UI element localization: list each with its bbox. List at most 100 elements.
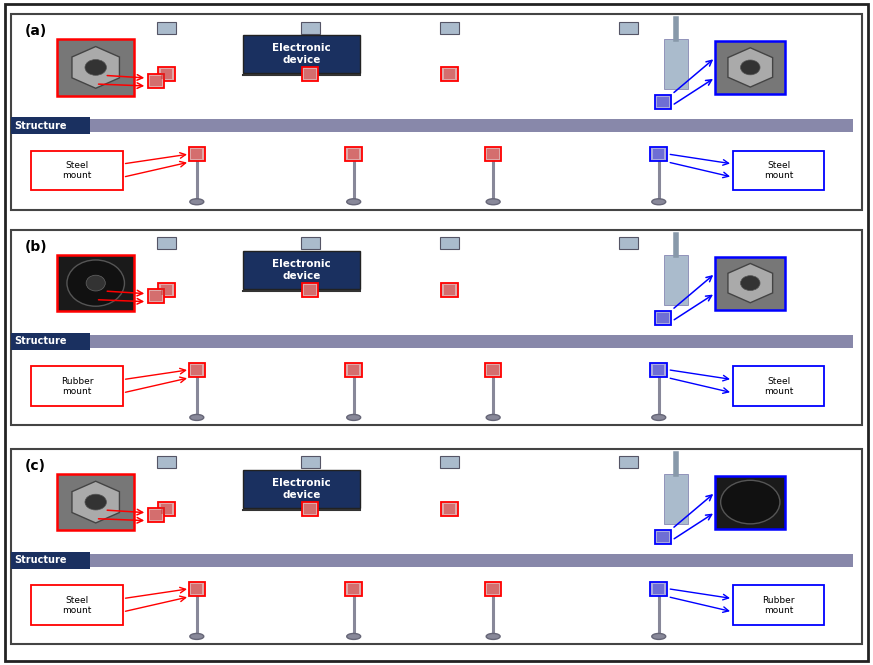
Ellipse shape bbox=[720, 480, 780, 524]
Text: Steel
mount: Steel mount bbox=[62, 161, 92, 180]
Bar bbox=[300, 22, 320, 33]
Ellipse shape bbox=[85, 60, 107, 75]
Text: (b): (b) bbox=[25, 239, 48, 253]
Bar bbox=[11, 14, 862, 209]
Bar bbox=[441, 67, 457, 81]
Bar bbox=[161, 504, 172, 513]
Bar bbox=[191, 584, 203, 594]
Bar bbox=[715, 257, 785, 310]
Text: Electronic
device: Electronic device bbox=[272, 43, 331, 65]
Bar bbox=[157, 237, 175, 249]
Bar bbox=[440, 22, 459, 33]
Text: Rubber
mount: Rubber mount bbox=[61, 376, 93, 396]
Text: Structure: Structure bbox=[15, 336, 67, 346]
Bar bbox=[150, 76, 162, 86]
Bar bbox=[441, 283, 457, 297]
Bar bbox=[657, 97, 669, 107]
Ellipse shape bbox=[740, 276, 760, 291]
Bar bbox=[485, 362, 501, 376]
Bar bbox=[90, 553, 853, 567]
Ellipse shape bbox=[652, 199, 666, 205]
Ellipse shape bbox=[740, 60, 760, 75]
Bar bbox=[664, 255, 689, 305]
Bar bbox=[348, 364, 360, 374]
Bar bbox=[148, 74, 164, 88]
Bar bbox=[161, 69, 172, 79]
Bar bbox=[346, 147, 362, 161]
Text: Steel
mount: Steel mount bbox=[764, 161, 794, 180]
Ellipse shape bbox=[189, 199, 203, 205]
Bar bbox=[440, 237, 459, 249]
Bar bbox=[58, 255, 134, 311]
Bar bbox=[655, 530, 671, 544]
Bar bbox=[191, 364, 203, 374]
Bar bbox=[305, 504, 316, 513]
Bar bbox=[619, 237, 638, 249]
Ellipse shape bbox=[486, 414, 500, 420]
Bar bbox=[58, 39, 134, 96]
Bar bbox=[58, 474, 134, 530]
Bar bbox=[189, 147, 205, 161]
Bar bbox=[158, 67, 175, 81]
Bar bbox=[348, 584, 360, 594]
Bar bbox=[157, 22, 175, 33]
Bar bbox=[302, 67, 319, 81]
Bar bbox=[243, 469, 361, 508]
Bar bbox=[300, 237, 320, 249]
Bar bbox=[653, 149, 664, 159]
Bar bbox=[150, 291, 162, 301]
Bar bbox=[31, 366, 123, 406]
Bar bbox=[657, 532, 669, 542]
Bar bbox=[664, 474, 689, 523]
Bar bbox=[485, 147, 501, 161]
Ellipse shape bbox=[67, 260, 125, 306]
Text: (a): (a) bbox=[25, 24, 47, 38]
Bar bbox=[11, 229, 862, 426]
Text: Structure: Structure bbox=[15, 555, 67, 565]
Bar bbox=[650, 362, 667, 376]
Text: Rubber
mount: Rubber mount bbox=[762, 596, 794, 615]
Bar bbox=[305, 69, 316, 79]
Bar bbox=[732, 366, 824, 406]
Bar bbox=[191, 149, 203, 159]
Bar bbox=[440, 456, 459, 468]
Bar bbox=[346, 582, 362, 596]
Ellipse shape bbox=[486, 199, 500, 205]
Bar bbox=[305, 285, 316, 295]
Bar bbox=[619, 456, 638, 468]
Ellipse shape bbox=[86, 275, 106, 291]
Text: Steel
mount: Steel mount bbox=[764, 376, 794, 396]
Bar bbox=[487, 584, 498, 594]
Bar bbox=[161, 285, 172, 295]
Ellipse shape bbox=[486, 634, 500, 640]
Bar bbox=[11, 551, 90, 569]
Bar bbox=[443, 504, 455, 513]
Bar bbox=[150, 511, 162, 520]
Bar bbox=[650, 582, 667, 596]
Text: (c): (c) bbox=[25, 459, 46, 473]
Bar bbox=[31, 585, 123, 625]
Bar bbox=[443, 69, 455, 79]
Bar bbox=[653, 364, 664, 374]
Bar bbox=[650, 147, 667, 161]
Bar bbox=[11, 449, 862, 644]
Ellipse shape bbox=[652, 414, 666, 420]
Bar bbox=[148, 289, 164, 303]
Bar bbox=[158, 502, 175, 515]
Bar bbox=[189, 362, 205, 376]
Bar bbox=[31, 151, 123, 190]
Text: Steel
mount: Steel mount bbox=[62, 596, 92, 615]
Bar bbox=[302, 283, 319, 297]
Text: Electronic
device: Electronic device bbox=[272, 478, 331, 499]
Bar bbox=[346, 362, 362, 376]
Bar bbox=[657, 313, 669, 323]
Bar bbox=[487, 149, 498, 159]
Bar bbox=[441, 502, 457, 515]
Bar bbox=[655, 311, 671, 325]
Bar bbox=[348, 149, 360, 159]
Ellipse shape bbox=[85, 494, 107, 510]
Bar bbox=[732, 585, 824, 625]
Bar bbox=[715, 475, 785, 529]
Bar bbox=[485, 582, 501, 596]
Bar bbox=[11, 117, 90, 134]
